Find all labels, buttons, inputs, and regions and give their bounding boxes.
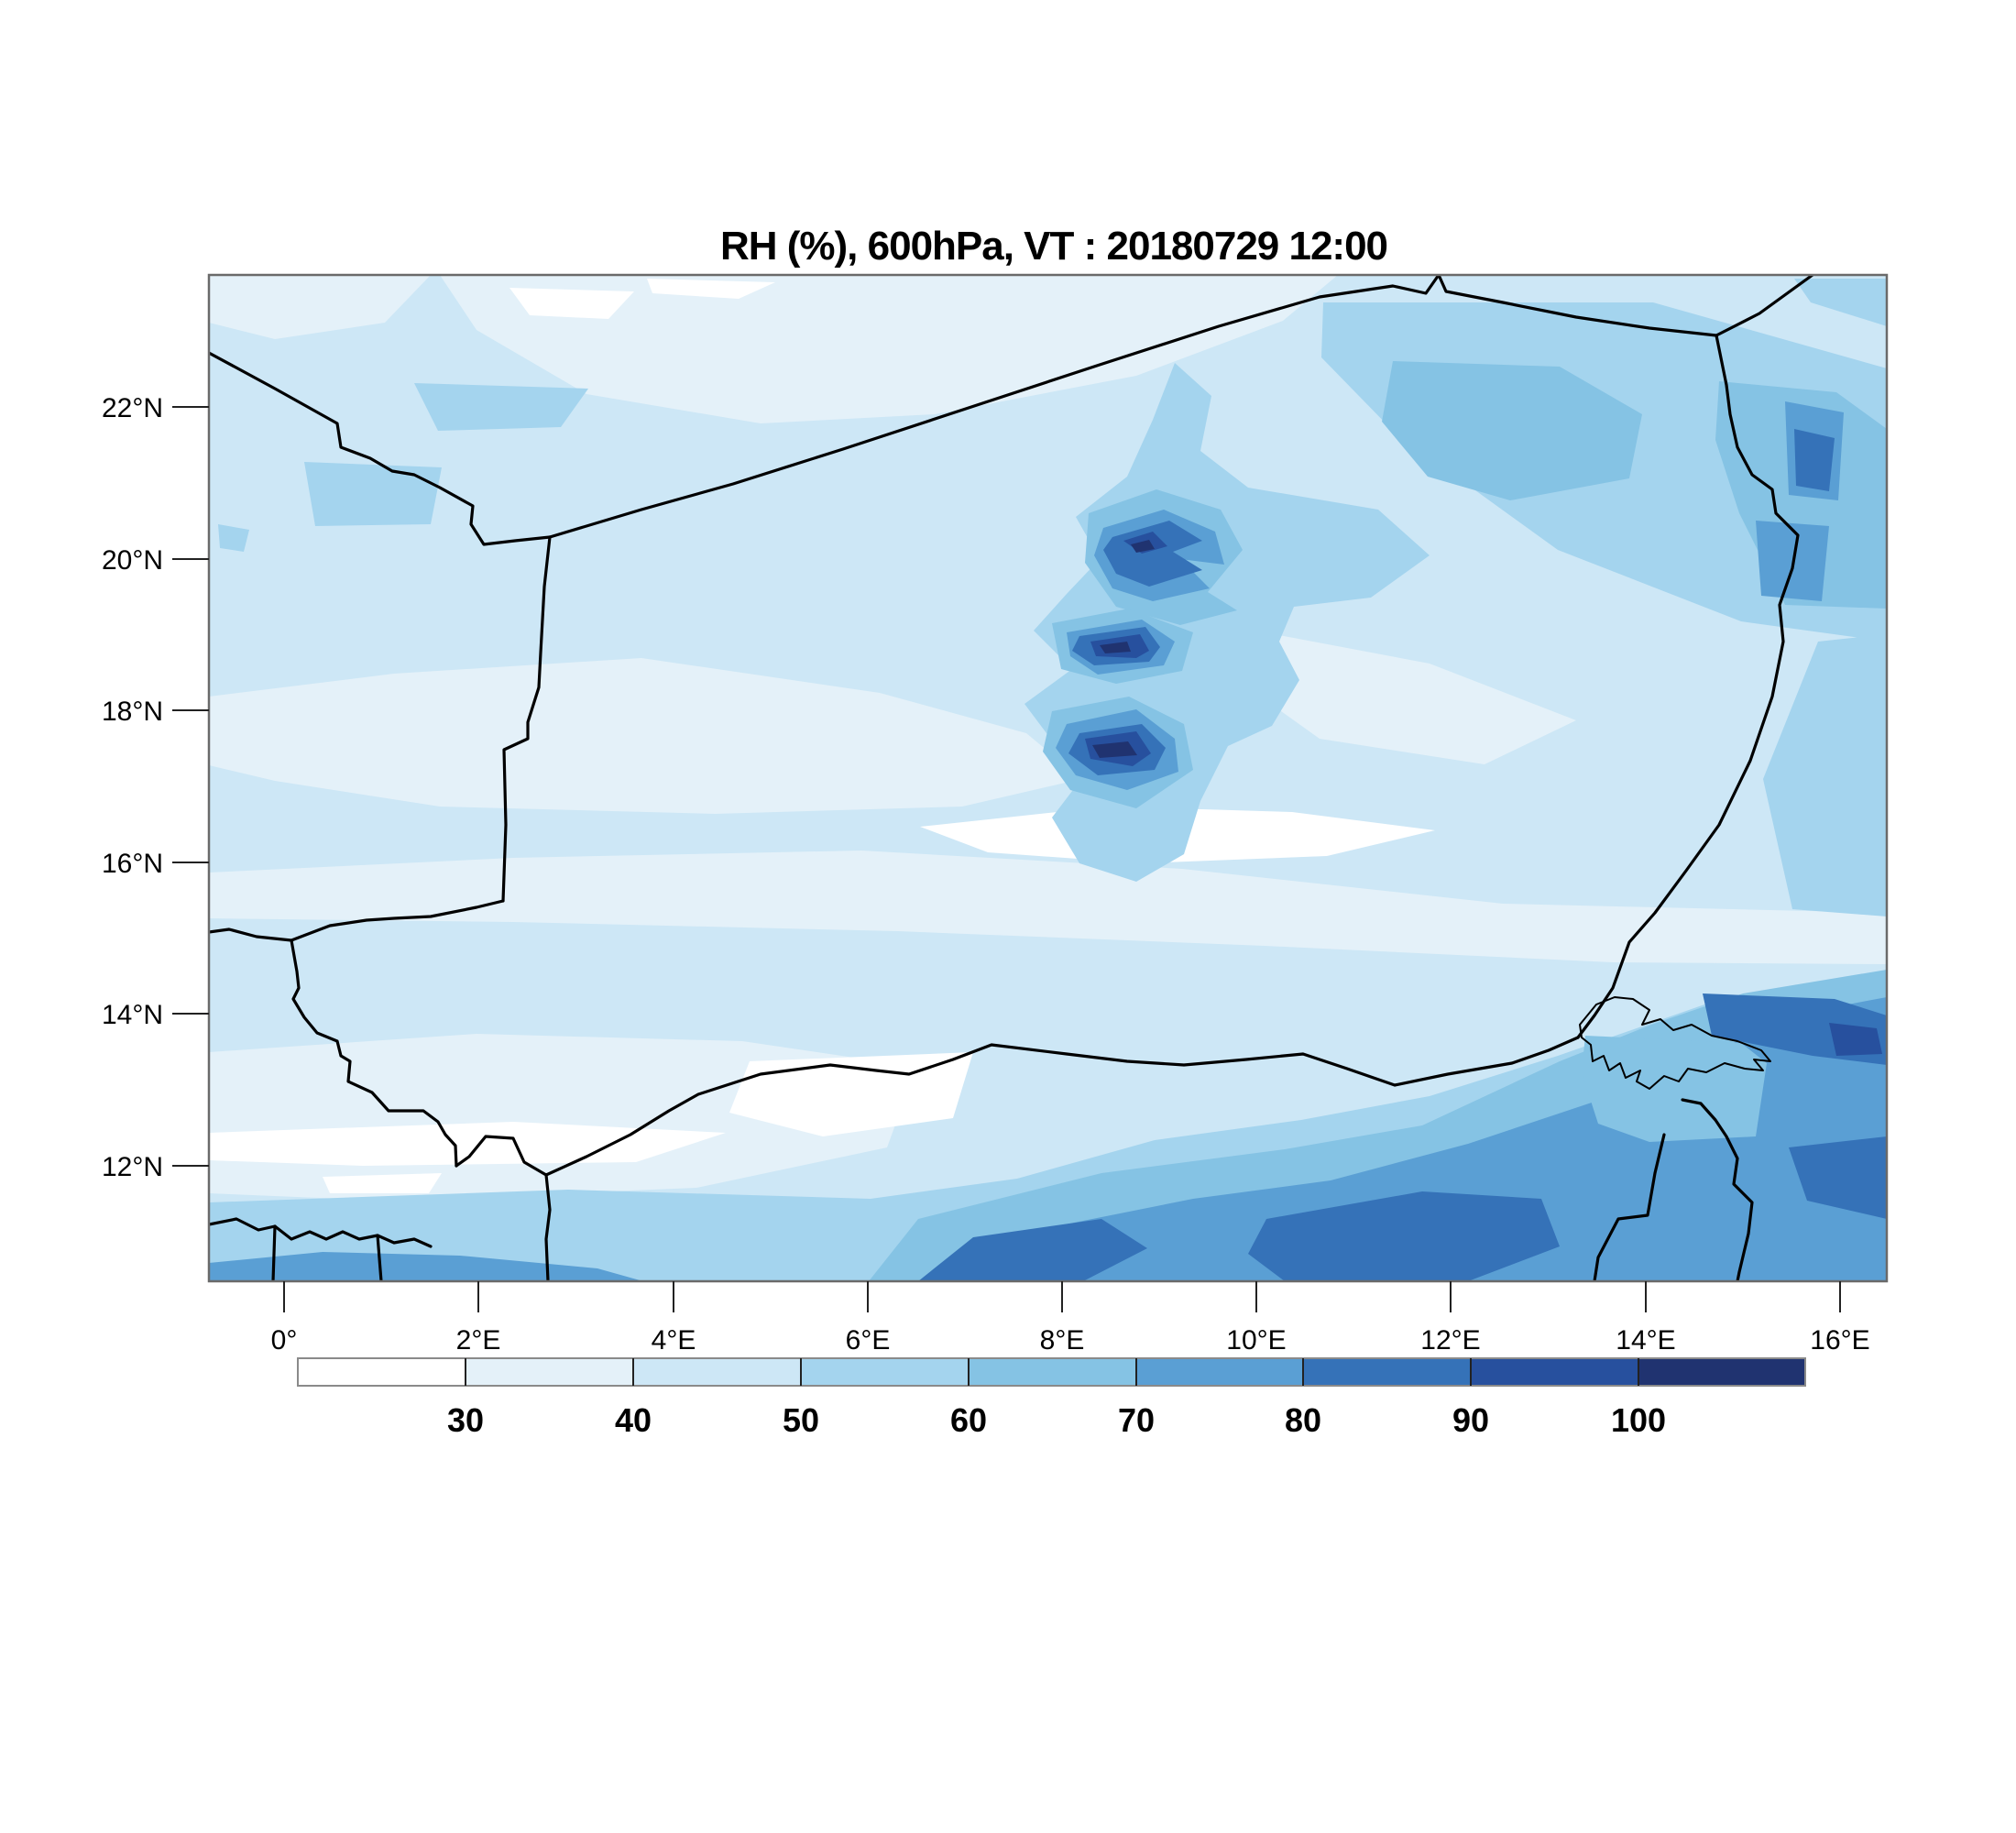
border-burkina-niger [290,938,458,1168]
x-axis: 0° 2°E 4°E 6°E 8°E 10°E 12°E 14°E 16°E [271,1281,1870,1356]
rh-region-80-90 [1248,1191,1560,1281]
x-tick-label: 2°E [456,1325,501,1356]
x-tick-label: 0° [271,1325,298,1356]
border-benin-nigeria [544,1173,552,1281]
country-borders [209,275,1814,1281]
rh-region-80-90 [1789,1136,1887,1219]
border-niger-chad [1576,334,1800,1039]
rh-region-50-60 [1763,634,1887,916]
rh-region-30-40 [209,851,1887,964]
y-tick-label: 22°N [102,393,163,423]
rh-region-30-40 [1255,632,1576,764]
lake-chad-outline [1579,996,1771,1090]
rh-region-lt30 [647,279,775,299]
x-tick-label: 16°E [1810,1325,1869,1356]
colorbar-segment-90-100 [1471,1358,1638,1386]
y-tick-label: 18°N [102,697,163,727]
colorbar-label: 90 [1452,1401,1489,1439]
x-tick-label: 14°E [1616,1325,1675,1356]
border-chad-cameroon [1593,1133,1666,1281]
rh-region-30-40 [209,658,1081,814]
colorbar-label: 50 [783,1401,819,1439]
colorbar-frame [297,1357,1806,1387]
rh-region-50-60 [304,462,442,526]
y-tick-label: 16°N [102,849,163,879]
chart-title: RH (%), 600hPa, VT : 20180729 12:00 [720,224,1387,269]
border-togo-benin [376,1234,383,1281]
border-nigeria-cameroon [1681,1098,1754,1281]
y-axis: 22°N 20°N 18°N 16°N 14°N 12°N [102,393,209,1182]
x-tick-label: 10°E [1226,1325,1286,1356]
rh-region-lt30 [509,288,634,319]
colorbar-segment-60-70 [969,1358,1136,1386]
x-tick-label: 6°E [846,1325,891,1356]
colorbar-label: 30 [447,1401,484,1439]
rh-region-gt100 [1100,642,1131,653]
colorbar-label: 60 [950,1401,987,1439]
rh-region-gt100 [1092,741,1137,758]
border-libya-top [1715,275,1814,337]
border-mali-south [209,899,505,942]
colorbar-segment-gt100 [1638,1358,1805,1386]
colorbar-label: 100 [1611,1401,1666,1439]
rh-region-30-40 [209,275,431,339]
border-coastal-west [209,1217,433,1248]
colorbar: 30 40 50 60 70 80 90 100 [297,1357,1806,1439]
rh-region-70-80 [209,1252,643,1281]
border-niger-nigeria [455,1036,1580,1177]
colorbar-label: 40 [615,1401,652,1439]
rh-region-60-70 [1382,361,1642,500]
colorbar-segment-80-90 [1303,1358,1471,1386]
rh-region-50-60 [414,383,588,431]
border-ghana-togo [271,1224,277,1281]
rh-region-80-90 [918,1219,1147,1281]
colorbar-segment-50-60 [801,1358,969,1386]
colorbar-label: 80 [1285,1401,1321,1439]
x-tick-label: 12°E [1420,1325,1480,1356]
contour-fill-layers [209,275,1887,1281]
rh-region-lt30 [209,1122,726,1166]
border-algeria-libya [1437,275,1718,337]
border-algeria-mali [209,351,552,546]
y-tick-label: 20°N [102,545,163,576]
colorbar-label: 70 [1118,1401,1155,1439]
rh-region-80-90 [1794,429,1835,491]
colorbar-segment-40-50 [633,1358,801,1386]
x-tick-label: 8°E [1040,1325,1085,1356]
colorbar-segment-lt30 [298,1358,466,1386]
rh-region-60-70-lake-chad [1582,1036,1767,1142]
x-tick-label: 4°E [652,1325,696,1356]
rh-region-30-40 [440,275,1338,423]
y-tick-label: 12°N [102,1152,163,1182]
rh-region-80-90 [1103,521,1202,587]
rh-region-lt30 [323,1173,442,1193]
rh-region-70-80-southeast [960,997,1887,1281]
rh-region-gt100 [1131,540,1155,553]
rh-region-90-100 [1829,1023,1882,1056]
border-mali-niger [501,535,552,903]
map-frame [207,273,1889,1283]
rh-region-50-60 [218,524,249,552]
colorbar-segment-30-40 [466,1358,633,1386]
border-niger-algeria [548,275,1441,539]
colorbar-segment-70-80 [1136,1358,1303,1386]
y-tick-label: 14°N [102,1000,163,1030]
rh-region-50-60 [1794,279,1887,326]
